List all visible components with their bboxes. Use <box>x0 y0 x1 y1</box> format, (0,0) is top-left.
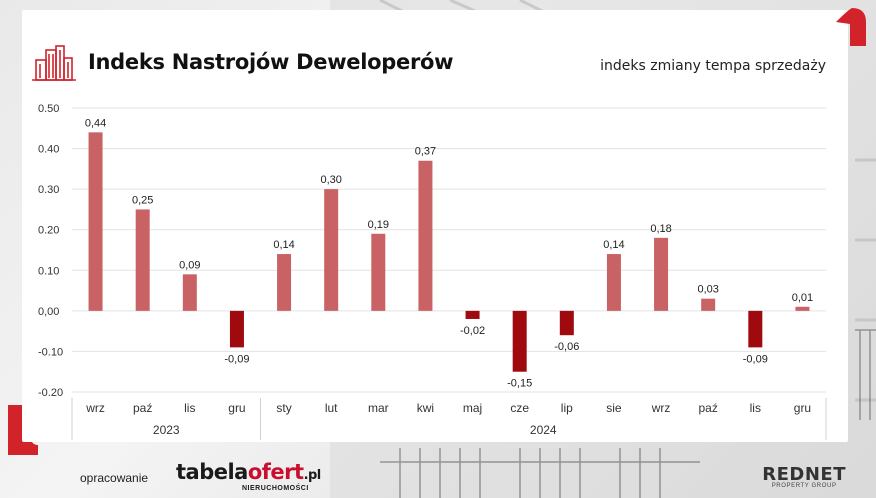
x-tick-label: maj <box>463 401 482 415</box>
rednet-logo-sub: PROPERTY GROUP <box>771 483 837 489</box>
data-label: 0,09 <box>179 259 200 271</box>
bar <box>277 254 292 311</box>
y-tick-label: 0.10 <box>38 265 59 277</box>
tabelaofert-logo: tabelaofert.pl NIERUCHOMOŚCI <box>176 460 322 492</box>
bar <box>512 310 527 372</box>
bar <box>606 254 621 311</box>
x-tick-label: gru <box>794 401 811 415</box>
chart-subtitle: indeks zmiany tempa sprzedaży <box>600 58 826 74</box>
y-tick-label: 0.30 <box>38 184 59 196</box>
tabelaofert-logo-part3: .pl <box>303 468 322 483</box>
rednet-logo-main: REDNET <box>762 464 846 485</box>
data-label: 0,19 <box>368 219 389 231</box>
data-label: 0,30 <box>320 174 341 186</box>
bar <box>701 298 716 311</box>
bar <box>88 132 103 311</box>
prepared-by-label: opracowanie <box>80 471 149 485</box>
bar <box>229 310 244 348</box>
data-label: 0,14 <box>273 239 294 251</box>
x-tick-label: gru <box>228 401 245 415</box>
data-label: -0,09 <box>224 353 249 365</box>
x-tick-label: lut <box>325 401 338 415</box>
x-tick-label: paź <box>133 401 152 415</box>
x-tick-label: paź <box>699 401 718 415</box>
x-tick-label: kwi <box>417 401 434 415</box>
tabelaofert-logo-part1: tabela <box>176 460 248 484</box>
bar <box>559 310 574 336</box>
x-tick-label: lis <box>750 401 761 415</box>
y-tick-label: 0.50 <box>38 103 59 115</box>
tabelaofert-logo-sub: NIERUCHOMOŚCI <box>242 485 309 492</box>
rednet-logo: REDNET PROPERTY GROUP <box>762 464 846 489</box>
x-tick-label: wrz <box>85 401 105 415</box>
bar <box>182 274 197 311</box>
data-label: 0,01 <box>792 292 813 304</box>
data-label: 0,44 <box>85 117 106 129</box>
x-tick-label: wrz <box>651 401 671 415</box>
bar <box>654 237 669 311</box>
x-tick-label: mar <box>368 401 389 415</box>
data-label: 0,14 <box>603 239 624 251</box>
y-tick-label: 0.20 <box>38 225 59 237</box>
x-tick-label: cze <box>510 401 529 415</box>
x-group-label: 2023 <box>153 423 180 437</box>
bar <box>135 209 150 311</box>
data-label: -0,06 <box>554 341 579 353</box>
y-tick-label: 0,00 <box>38 306 59 318</box>
chart-card <box>22 10 848 442</box>
x-tick-label: sty <box>276 401 291 415</box>
y-tick-label: 0.40 <box>38 144 59 156</box>
bar <box>418 160 433 311</box>
data-label: 0,37 <box>415 146 436 158</box>
data-label: -0,02 <box>460 325 485 337</box>
x-tick-label: sie <box>606 401 622 415</box>
red-corner-decoration <box>836 8 866 46</box>
bar <box>465 310 480 319</box>
bar <box>748 310 763 348</box>
data-label: 0,18 <box>650 223 671 235</box>
bar <box>324 189 339 311</box>
y-tick-label: -0.10 <box>38 346 63 358</box>
tabelaofert-logo-part2: ofert <box>247 460 304 484</box>
data-label: 0,03 <box>697 284 718 296</box>
bar <box>371 233 386 311</box>
bar <box>795 306 810 311</box>
x-tick-label: lip <box>561 401 573 415</box>
x-group-label: 2024 <box>530 423 557 437</box>
x-tick-label: lis <box>184 401 195 415</box>
data-label: -0,15 <box>507 378 532 390</box>
y-tick-label: -0.20 <box>38 387 63 399</box>
page-title: Indeks Nastrojów Deweloperów <box>88 50 454 74</box>
buildings-icon <box>32 45 76 81</box>
data-label: -0,09 <box>743 353 768 365</box>
data-label: 0,25 <box>132 194 153 206</box>
